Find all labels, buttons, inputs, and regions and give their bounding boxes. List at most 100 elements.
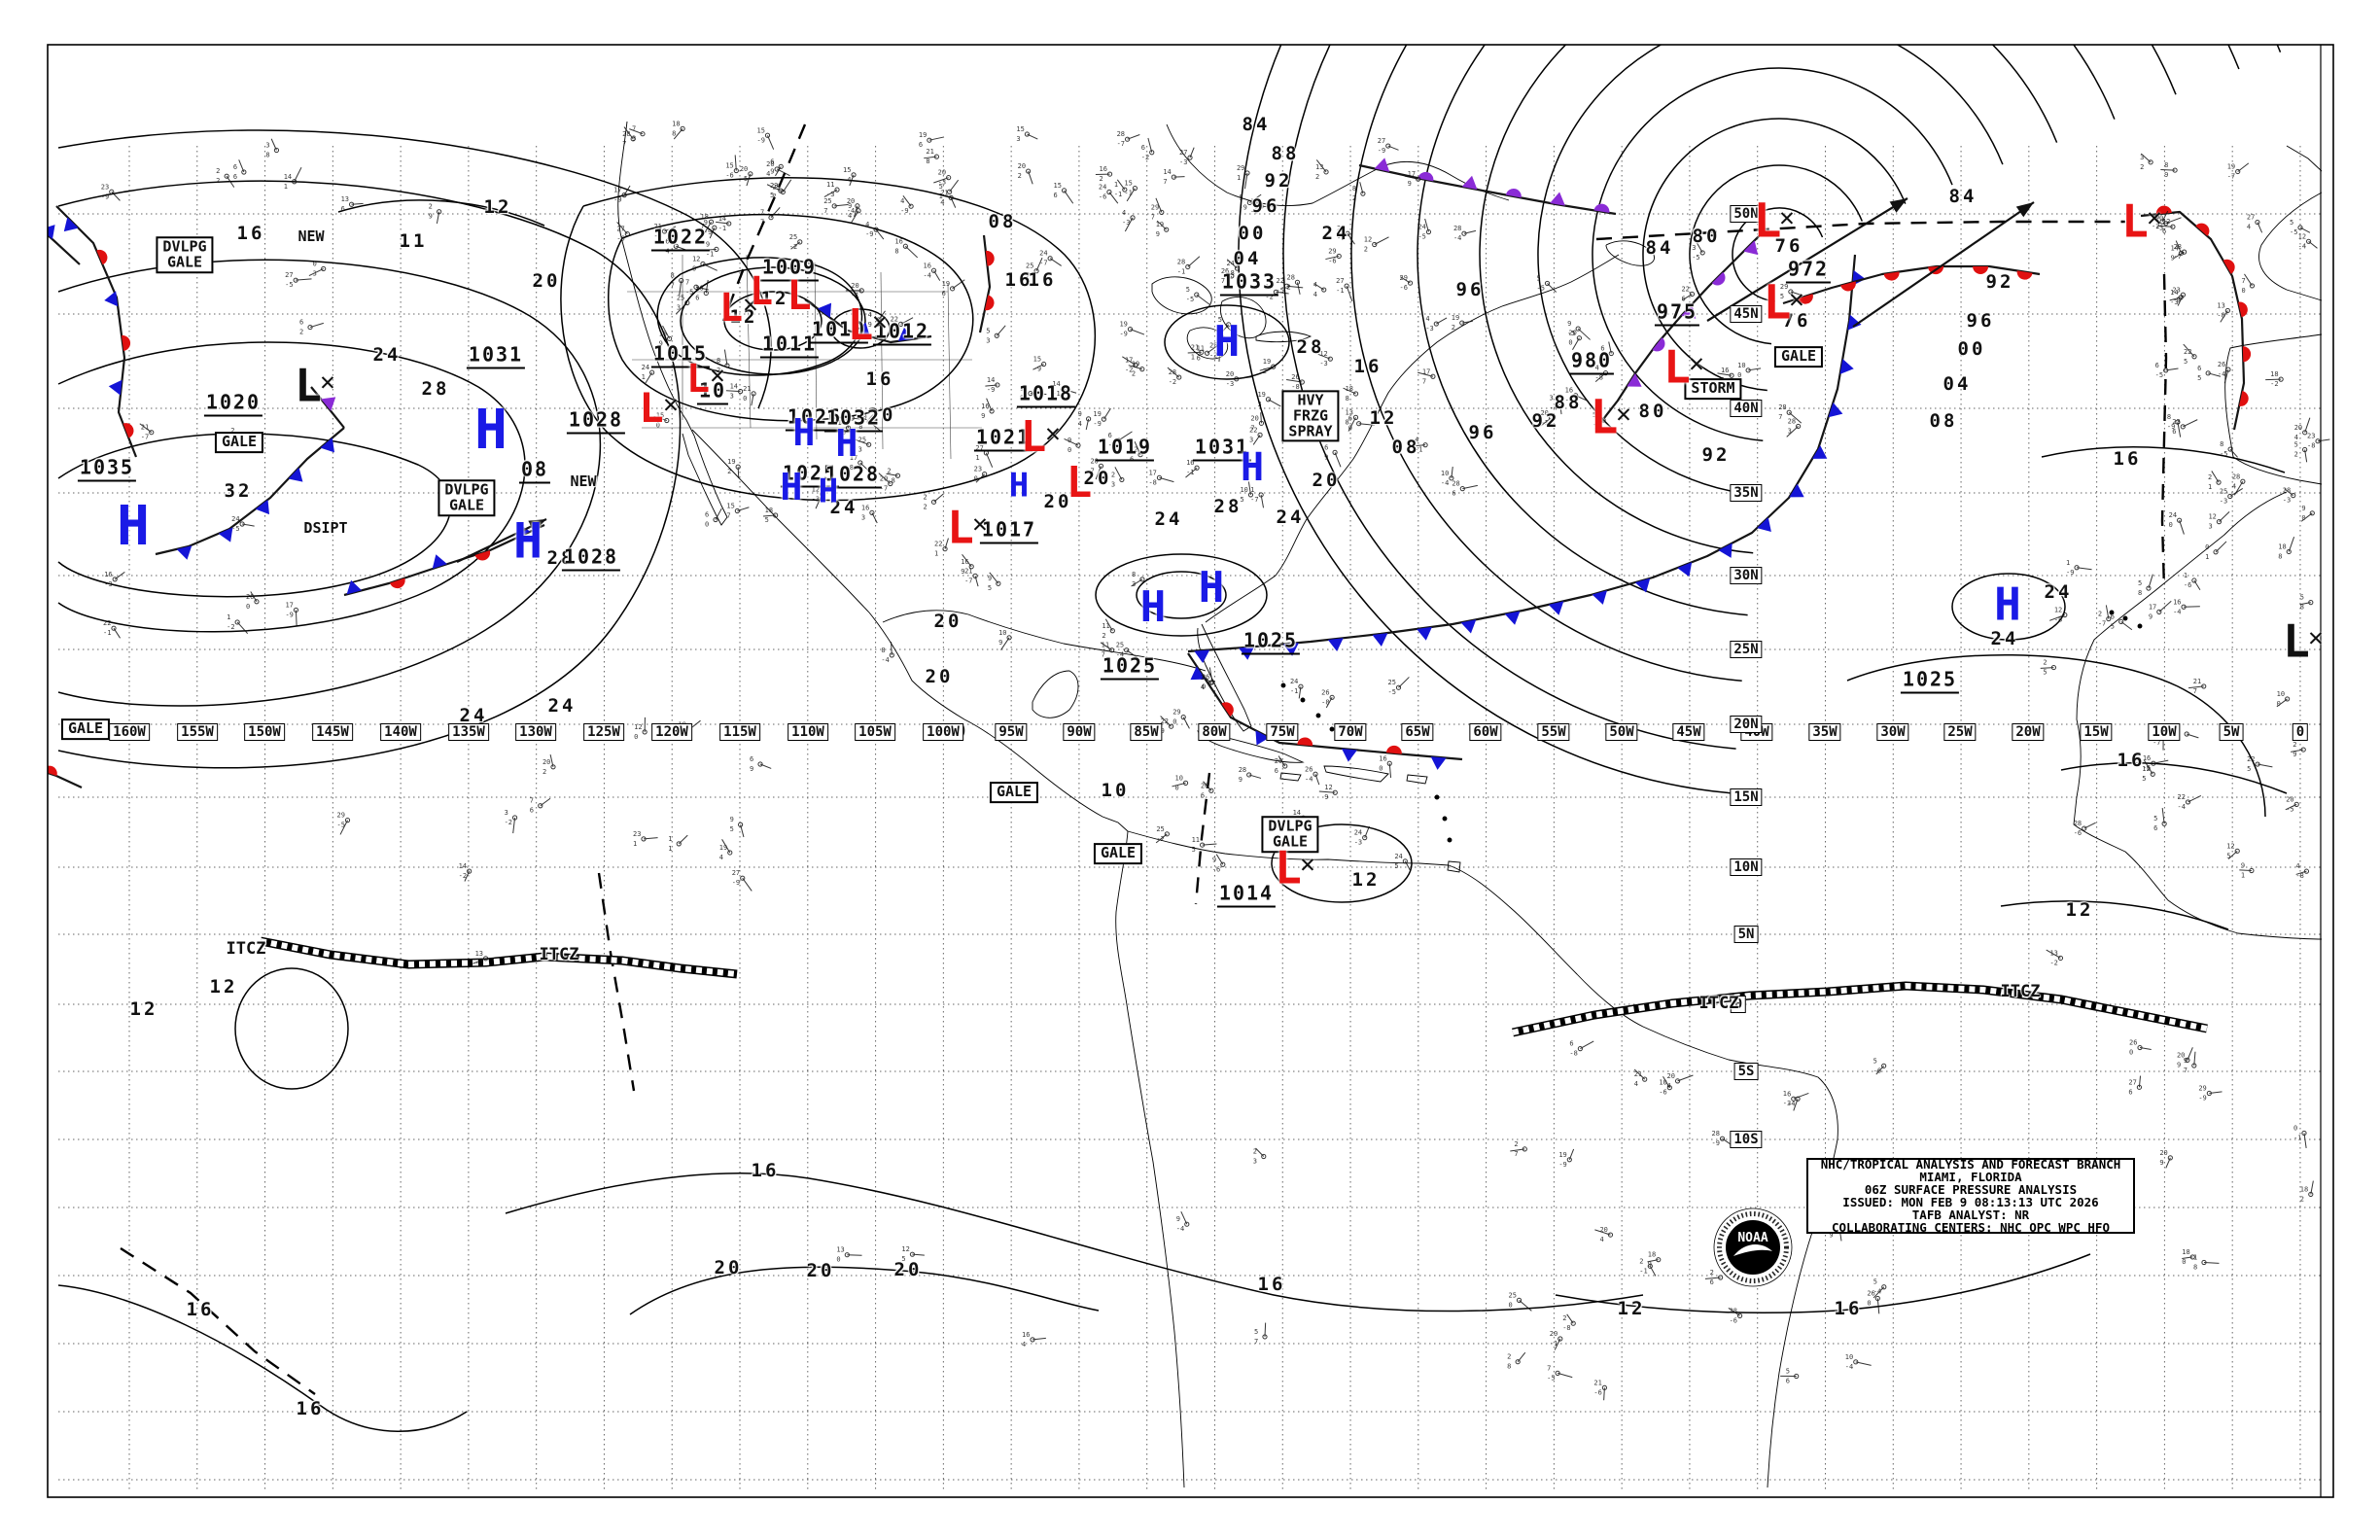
isobar-value-label: 12 — [209, 976, 238, 998]
longitude-label: 35W — [1808, 723, 1841, 741]
svg-text:14: 14 — [1052, 380, 1060, 388]
coastlines — [617, 121, 2323, 1488]
svg-text:14: 14 — [2170, 244, 2178, 252]
svg-text:-1: -1 — [1290, 687, 1298, 695]
feature-box-line: DVLPG — [444, 480, 489, 499]
isobar-value-label: 12 — [760, 288, 789, 309]
svg-text:9: 9 — [1829, 1231, 1833, 1239]
svg-text:8: 8 — [2300, 604, 2304, 612]
svg-text:6: 6 — [2172, 428, 2176, 436]
isobar-value-label: 16 — [236, 223, 265, 244]
feature-box-line: DVLPG — [1268, 817, 1312, 835]
svg-text:2: 2 — [1514, 1140, 1518, 1148]
svg-text:-9: -9 — [1093, 420, 1101, 428]
svg-text:12: 12 — [692, 255, 700, 262]
svg-text:2: 2 — [2098, 611, 2102, 618]
svg-text:-4: -4 — [1845, 1363, 1853, 1371]
svg-text:15: 15 — [726, 503, 734, 510]
svg-text:10: 10 — [2155, 215, 2163, 223]
svg-text:20: 20 — [2294, 424, 2302, 432]
svg-text:-1: -1 — [1550, 1340, 1558, 1348]
svg-text:5: 5 — [1780, 293, 1784, 300]
svg-text:2: 2 — [230, 427, 234, 435]
svg-text:0: 0 — [2129, 1049, 2133, 1057]
svg-text:-3: -3 — [2283, 497, 2291, 505]
svg-text:2: 2 — [429, 203, 433, 211]
svg-text:28: 28 — [622, 130, 630, 138]
pressure-center-low: L — [847, 300, 874, 351]
svg-text:29: 29 — [1328, 247, 1336, 255]
pressure-center-low: L — [1763, 275, 1792, 331]
svg-text:1: 1 — [284, 183, 288, 191]
center-position-cross: ✕ — [1616, 400, 1631, 429]
svg-text:4: 4 — [2247, 224, 2251, 231]
svg-text:7: 7 — [685, 278, 689, 286]
svg-text:-9: -9 — [613, 196, 621, 204]
svg-text:18: 18 — [1346, 385, 1353, 393]
svg-text:11: 11 — [1102, 642, 1109, 649]
svg-text:4: 4 — [719, 854, 723, 861]
front-stationary-9 — [1187, 652, 1463, 770]
svg-text:15: 15 — [1033, 356, 1041, 364]
svg-text:-7: -7 — [2227, 172, 2235, 180]
svg-text:19: 19 — [919, 131, 927, 139]
svg-text:-4: -4 — [1441, 479, 1449, 487]
pressure-value-label: 08 — [518, 458, 551, 484]
isobar-value-label: 24 — [459, 705, 488, 726]
svg-text:8: 8 — [717, 357, 720, 365]
svg-text:9: 9 — [1239, 776, 1242, 784]
svg-text:20: 20 — [542, 758, 550, 766]
svg-text:0: 0 — [743, 395, 747, 402]
svg-text:3: 3 — [986, 336, 990, 344]
feature-box-dvlpg: DVLPG GALE — [156, 236, 214, 273]
svg-text:2: 2 — [1507, 1353, 1511, 1361]
feature-box-line: HVY — [1297, 391, 1324, 409]
svg-text:8: 8 — [850, 464, 854, 472]
svg-text:-3: -3 — [938, 179, 946, 187]
svg-text:6: 6 — [1201, 791, 1205, 799]
svg-text:17: 17 — [850, 454, 858, 462]
svg-text:22: 22 — [2178, 793, 2186, 801]
feature-box-storm: STORM — [1684, 378, 1742, 400]
front-occluded-2 — [310, 386, 345, 429]
svg-text:3: 3 — [265, 142, 269, 150]
svg-text:8: 8 — [1132, 571, 1136, 578]
pressure-center-low: L — [2283, 614, 2310, 668]
svg-text:-4: -4 — [475, 960, 483, 967]
svg-text:8: 8 — [1346, 418, 1349, 426]
svg-text:25: 25 — [858, 436, 866, 443]
svg-text:-6: -6 — [616, 235, 624, 243]
longitude-label: 45W — [1672, 723, 1705, 741]
svg-text:26: 26 — [1291, 373, 1299, 381]
svg-text:20: 20 — [1667, 1072, 1675, 1080]
pressure-value-label: 1028 — [566, 408, 626, 435]
svg-text:2: 2 — [216, 177, 220, 185]
center-position-cross: ✕ — [1300, 850, 1315, 879]
pressure-center-high: H — [1198, 563, 1225, 613]
svg-text:18: 18 — [701, 213, 709, 221]
svg-text:5: 5 — [1186, 286, 1190, 294]
svg-text:29: 29 — [1237, 164, 1244, 172]
svg-text:9: 9 — [868, 321, 872, 329]
svg-text:4: 4 — [766, 170, 770, 178]
svg-text:0: 0 — [1068, 446, 1071, 454]
pressure-center-high: H — [780, 465, 803, 508]
svg-text:2: 2 — [727, 468, 731, 475]
svg-text:-7: -7 — [1039, 260, 1047, 267]
pressure-center-high: H — [818, 472, 839, 511]
longitude-label: 105W — [855, 723, 895, 741]
svg-text:-6: -6 — [838, 429, 846, 437]
svg-text:13: 13 — [2217, 301, 2224, 309]
svg-text:8: 8 — [1507, 1363, 1511, 1371]
svg-text:3: 3 — [2208, 523, 2212, 531]
svg-text:17: 17 — [613, 187, 621, 194]
svg-text:16: 16 — [659, 330, 667, 337]
svg-text:16: 16 — [924, 262, 931, 269]
svg-text:20: 20 — [1540, 409, 1548, 417]
svg-text:3: 3 — [1257, 401, 1261, 408]
svg-text:12: 12 — [2226, 842, 2234, 850]
svg-text:18: 18 — [1648, 1251, 1656, 1259]
isobar-value-label: 20 — [893, 1259, 923, 1280]
svg-text:3: 3 — [1016, 135, 1020, 143]
svg-text:5: 5 — [2300, 594, 2304, 602]
